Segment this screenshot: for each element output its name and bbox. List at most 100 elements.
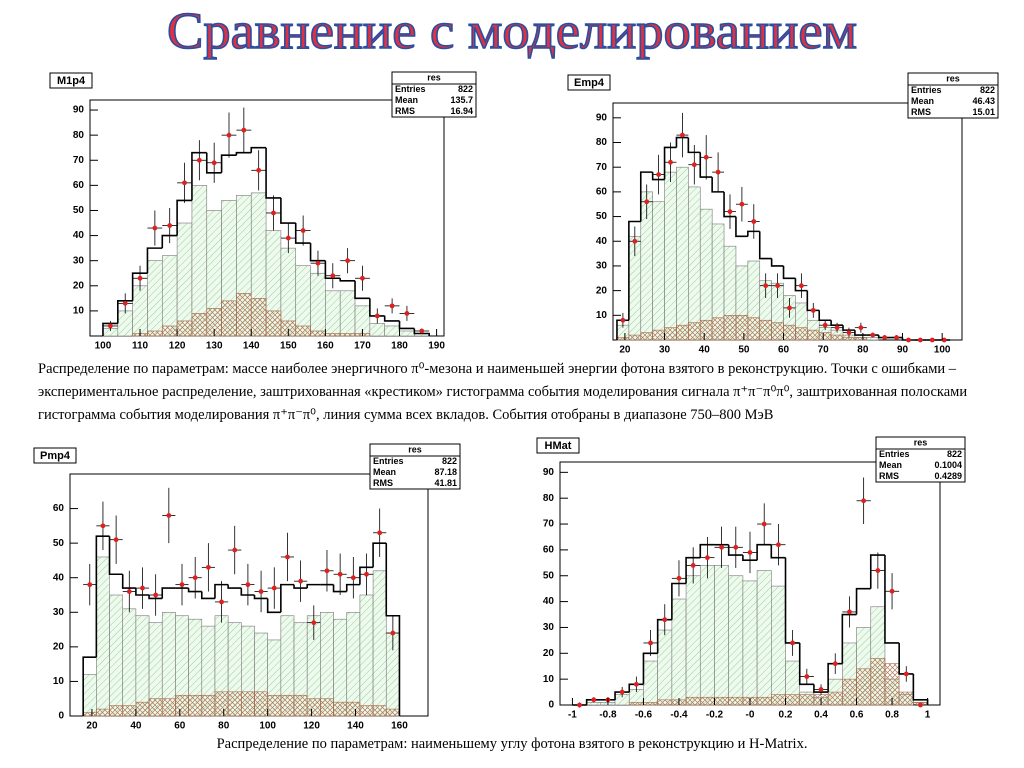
y-tick-label: 40 [53,572,65,583]
stats-value: 16.94 [450,106,473,116]
y-tick-label: 70 [596,162,608,173]
data-point [616,312,629,328]
y-tick-label: 80 [73,130,85,141]
y-tick-label: 30 [53,607,65,618]
stats-value: 41.81 [434,478,457,488]
slide-title: Сравнение с моделированием [167,3,857,60]
total-step [699,152,713,178]
histogram-bin [854,337,868,341]
total-step [135,588,150,596]
data-point [938,337,951,343]
stats-label: Mean [879,460,902,470]
histogram-bin [714,696,729,706]
total-step [205,152,222,174]
data-point [586,697,601,703]
histogram-bin [293,694,308,717]
data-point [842,596,857,628]
x-tick-label: -0 [746,710,755,721]
x-tick-label: -0.8 [599,710,617,721]
data-point [714,526,729,568]
y-tick-label: 40 [543,596,555,607]
data-point [96,501,110,551]
hist-title-box [536,437,580,454]
data-point [819,320,832,331]
total-step [121,574,136,589]
x-tick-label: 20 [619,345,631,356]
data-point [191,140,207,181]
histogram-bin [676,324,689,341]
histogram-bin [201,694,216,717]
stats-label: Mean [395,95,418,105]
data-point [280,532,295,582]
histogram-bin [96,708,110,717]
data-point [657,604,672,636]
histogram-bin [175,694,189,717]
histogram-bin [771,322,784,341]
data-point [759,273,772,299]
data-point [643,630,658,656]
data-point [241,563,255,606]
histogram-bin [369,323,385,337]
x-tick-label: 160 [317,341,334,352]
data-point [831,322,844,333]
total-step [95,535,110,658]
stats-label: RMS [395,106,415,116]
data-point [266,195,281,231]
histogram-bin [310,330,326,337]
total-step [628,220,641,321]
data-point [676,112,689,158]
total-step [756,543,772,561]
data-point [132,265,148,291]
y-tick-label: 70 [543,519,555,530]
data-point [652,154,665,195]
stats-title: res [914,437,928,447]
total-step [794,278,808,292]
y-tick-label: 50 [73,205,85,216]
stats-value: 0.1004 [934,460,962,470]
total-step [339,278,356,282]
caption: Распределение по параметрам: наименьшему… [216,736,808,752]
histogram-bin [795,327,808,341]
histogram-bin [109,705,124,717]
data-point [109,515,123,564]
total-step [782,265,796,280]
stats-label: Mean [911,96,934,106]
total-step [727,544,743,556]
total-step [131,272,148,301]
total-step [108,536,123,576]
y-tick-label: 10 [543,674,555,685]
histogram-bin [122,608,137,717]
histogram-bin [842,678,857,706]
data-point [914,337,927,343]
histogram-bin [295,325,311,337]
stats-label: Mean [373,467,396,477]
data-point [162,207,178,244]
total-step [813,684,829,693]
x-tick-label: 0.2 [779,710,793,721]
data-point [251,150,267,191]
data-point [712,152,725,192]
stats-value: 822 [458,84,473,94]
y-tick-label: 80 [596,137,608,148]
total-step [250,146,267,153]
x-tick-label: -0.4 [670,710,688,721]
histogram-bin [747,317,761,341]
histogram-bin [783,324,796,341]
x-tick-label: 170 [354,341,371,352]
histogram-bin [306,698,321,717]
y-tick-label: 10 [53,676,65,687]
histogram-bin [728,575,744,706]
total-step [642,652,658,685]
histogram-bin [191,313,208,337]
total-step [214,583,229,599]
histogram-bin [664,327,677,341]
histogram-bin [771,694,786,706]
data-point [188,556,202,599]
data-point [135,567,150,609]
x-tick-label: 90 [897,345,909,356]
histogram-bin [640,332,653,341]
stats-label: RMS [879,471,899,481]
y-tick-label: 30 [596,261,608,272]
total-step [723,191,736,218]
stats-title: res [427,72,441,82]
